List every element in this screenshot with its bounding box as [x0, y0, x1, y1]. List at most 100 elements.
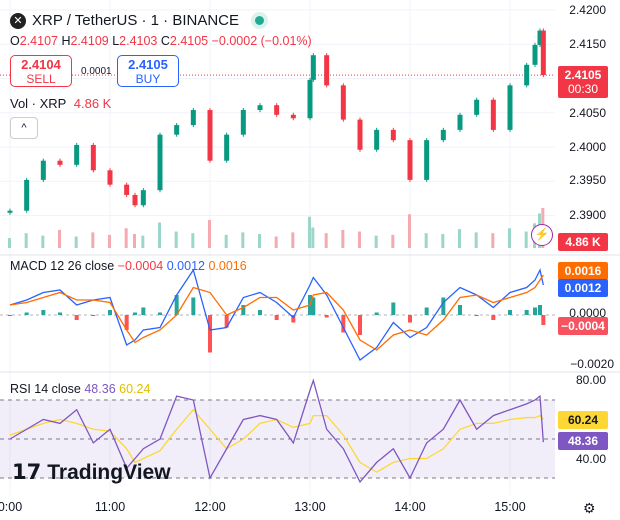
volume-bar [58, 229, 61, 248]
sell-button[interactable]: 2.4104 SELL [10, 55, 72, 87]
time-tick: 15:00 [494, 500, 526, 514]
open-label: O [10, 34, 20, 48]
market-open-icon [255, 16, 265, 25]
volume-bar [91, 232, 95, 248]
rsi-tick: 80.00 [575, 373, 606, 387]
candle-body [57, 160, 63, 165]
macd-hist-tag: −0.0004 [558, 317, 608, 335]
macd-histogram-bar [274, 315, 279, 320]
price-tick: 2.4150 [569, 37, 606, 51]
rsi-ma-tag: 60.24 [558, 411, 608, 429]
candle-body [207, 110, 213, 161]
symbol-header[interactable]: ✕ XRP / TetherUS · 1 · BINANCE [10, 12, 265, 29]
macd-histogram-bar [441, 297, 446, 315]
candle-body [374, 129, 380, 150]
macd-histogram-bar [224, 315, 229, 328]
candle-body [124, 184, 130, 195]
high-value: 2.4109 [70, 34, 109, 48]
time-tick: 12:00 [194, 500, 226, 514]
volume-bar [408, 214, 411, 248]
volume-bar [291, 232, 295, 248]
sell-label: SELL [26, 72, 56, 86]
time-tick: 13:00 [294, 500, 326, 514]
symbol-title: XRP / TetherUS · 1 · BINANCE [32, 12, 240, 29]
candle-body [537, 30, 543, 45]
price-tick: 2.4200 [569, 3, 606, 17]
macd-signal-line [9, 274, 544, 351]
macd-hist-value: −0.0004 [117, 259, 164, 273]
candle-body [257, 105, 263, 111]
candle-body [532, 44, 538, 65]
open-value: 2.4107 [19, 34, 58, 48]
macd-histogram-bar [508, 310, 512, 315]
volume-legend: Vol · XRP 4.86 K [10, 96, 111, 111]
macd-tick: 0.0000 [569, 306, 606, 320]
macd-histogram-bar [8, 315, 12, 316]
volume-bar [391, 234, 395, 248]
volume-bar [324, 233, 328, 248]
candle-body [240, 110, 246, 135]
macd-tag: 0.0012 [558, 279, 608, 297]
candle-body [390, 129, 396, 141]
tv-logo-icon: 𝟭𝟳 [12, 461, 42, 484]
volume-bar [341, 229, 345, 248]
candle-body [290, 114, 296, 119]
macd-histogram-bar [174, 295, 179, 315]
volume-bar [424, 233, 428, 248]
collapse-legend-button[interactable]: ^ [10, 117, 38, 139]
buy-button[interactable]: 2.4105 BUY [117, 55, 179, 87]
volume-bar [374, 235, 378, 248]
volume-bar [311, 227, 315, 248]
volume-bar [224, 234, 228, 248]
volume-bar [441, 234, 445, 248]
bar-countdown: 00:30 [567, 82, 599, 96]
macd-histogram-bar [538, 305, 542, 315]
last-price: 2.4105 [564, 68, 602, 82]
rsi-legend: RSI 14 close 48.36 60.24 [10, 382, 150, 396]
rsi-ma-value: 60.24 [119, 382, 151, 396]
volume-bar [158, 222, 161, 248]
macd-histogram-bar [358, 315, 362, 335]
candle-body [140, 190, 146, 206]
time-tick: 0:00 [0, 500, 23, 514]
macd-histogram-bar [491, 315, 496, 320]
lightning-icon[interactable]: ⚡ [531, 224, 553, 246]
volume-bar [141, 235, 145, 248]
candle-body [424, 140, 430, 180]
tradingview-logo[interactable]: 𝟭𝟳 TradingView [12, 460, 171, 485]
macd-histogram-bar [108, 310, 112, 315]
close-label: C [160, 34, 170, 48]
candle-body [457, 114, 463, 130]
candle-body [440, 129, 446, 141]
macd-histogram-bar [124, 315, 129, 330]
candle-body [274, 105, 280, 115]
volume-bar [458, 229, 461, 248]
rsi-line [9, 378, 544, 484]
candle-body [540, 30, 546, 76]
macd-histogram-bar [58, 312, 62, 315]
volume-bar [308, 216, 311, 248]
volume-bar [191, 233, 195, 248]
settings-gear-icon[interactable]: ⚙ [583, 500, 596, 516]
price-tick: 2.3900 [569, 208, 606, 222]
rsi-value: 48.36 [84, 382, 116, 396]
macd-histogram-bar [291, 315, 296, 323]
volume-bar [174, 231, 178, 248]
candle-body [224, 134, 230, 161]
volume-bar [358, 231, 361, 248]
volume-bar [208, 220, 211, 248]
macd-value: 0.0012 [166, 259, 205, 273]
volume-tag: 4.86 K [558, 233, 608, 251]
price-tick: 2.3950 [569, 173, 606, 187]
macd-signal-tag: 0.0016 [558, 262, 608, 280]
volume-bar [24, 233, 28, 248]
rsi-label: RSI 14 close [10, 382, 81, 396]
time-tick: 14:00 [394, 500, 426, 514]
macd-histogram-bar [324, 315, 329, 318]
candle-body [357, 119, 363, 150]
low-value: 2.4103 [119, 34, 158, 48]
logo-text: TradingView [47, 460, 171, 484]
candle-body [340, 85, 346, 120]
macd-signal-value: 0.0016 [208, 259, 247, 273]
